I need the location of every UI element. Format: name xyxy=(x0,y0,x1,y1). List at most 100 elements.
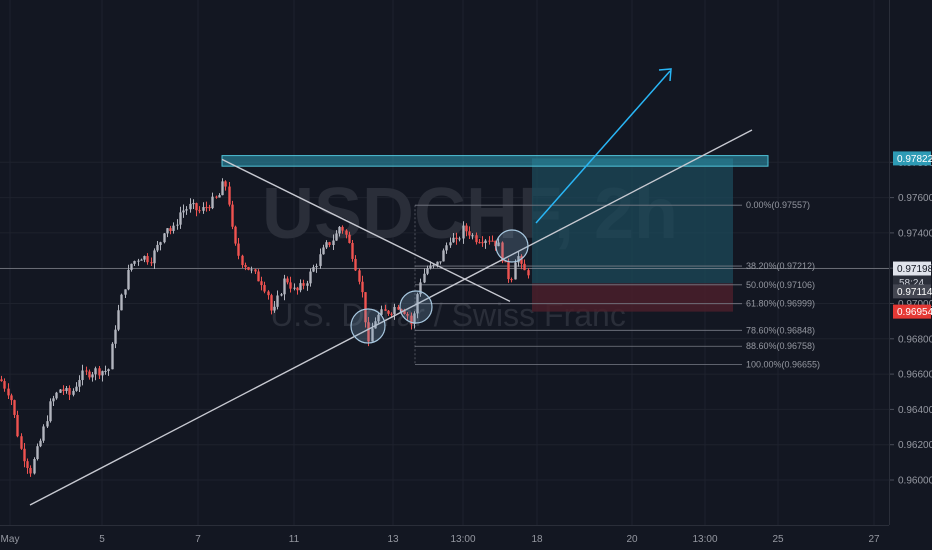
touch-point-circle xyxy=(350,308,386,344)
candle-body xyxy=(364,292,367,323)
candle-body xyxy=(419,282,422,295)
candle-body xyxy=(296,287,299,291)
candle-body xyxy=(491,240,494,242)
candle-body xyxy=(111,343,114,370)
candle-body xyxy=(215,196,218,198)
candle-body xyxy=(387,310,390,314)
candle-body xyxy=(33,459,36,474)
candle-body xyxy=(367,322,370,342)
candle-body xyxy=(322,247,325,255)
fib-level-label: 50.00%(0.97106) xyxy=(746,280,815,290)
candle-body xyxy=(462,225,465,239)
candle-body xyxy=(176,224,179,226)
time-tick-label: 13 xyxy=(387,534,399,545)
candle-body xyxy=(202,207,205,211)
candle-body xyxy=(101,371,104,376)
price-tick-label: 0.96800 xyxy=(898,334,932,345)
target-arrow-line xyxy=(535,70,671,224)
candle-body xyxy=(120,294,123,311)
long-position-stop-zone xyxy=(532,283,733,312)
price-tick-label: 0.97400 xyxy=(898,228,932,239)
candle-body xyxy=(494,240,497,247)
candle-body xyxy=(146,256,149,263)
candle-body xyxy=(39,440,42,447)
fib-level-label: 100.00%(0.96655) xyxy=(746,359,820,369)
candle-body xyxy=(393,307,396,315)
candle-body xyxy=(26,461,29,468)
fib-level-label: 38.20%(0.97212) xyxy=(746,261,815,271)
candle-body xyxy=(280,294,283,296)
candle-body xyxy=(465,225,468,232)
candle-body xyxy=(218,195,221,198)
candle-body xyxy=(445,245,448,251)
candle-body xyxy=(241,255,244,266)
candle-body xyxy=(302,283,305,286)
candle-body xyxy=(166,228,169,234)
candle-body xyxy=(452,237,455,243)
candle-body xyxy=(143,256,146,260)
fib-level-label: 78.60%(0.96848) xyxy=(746,325,815,335)
candle-body xyxy=(377,314,380,322)
candle-body xyxy=(124,289,127,295)
candle-body xyxy=(62,389,65,392)
candle-body xyxy=(319,254,322,266)
target-arrow-head xyxy=(658,68,672,82)
candle-body xyxy=(289,282,292,289)
candle-body xyxy=(91,374,94,378)
time-tick-label: 13:00 xyxy=(692,534,717,545)
candle-body xyxy=(517,256,520,263)
candle-body xyxy=(20,436,23,449)
candle-body xyxy=(328,242,331,246)
candle-body xyxy=(270,295,273,311)
candle-body xyxy=(153,250,156,264)
candle-body xyxy=(309,271,312,284)
candle-body xyxy=(208,207,211,209)
candle-body xyxy=(413,313,416,324)
candle-body xyxy=(410,315,413,324)
candle-body xyxy=(341,226,344,231)
time-tick-label: 7 xyxy=(195,534,201,545)
candle-body xyxy=(455,237,458,239)
descending-trendline xyxy=(221,158,511,303)
ascending-trendline xyxy=(29,129,753,506)
candle-body xyxy=(523,263,526,271)
candle-body xyxy=(140,259,143,261)
candle-body xyxy=(0,379,3,382)
current-price-label: 0.97198 xyxy=(897,264,932,275)
candle-body xyxy=(429,265,432,269)
current-price-label-bg xyxy=(893,261,931,276)
time-tick-label: 27 xyxy=(868,534,880,545)
candle-body xyxy=(263,285,266,292)
candle-body xyxy=(390,313,393,315)
price-tick-label: 0.96600 xyxy=(898,370,932,381)
candle-body xyxy=(224,181,227,187)
fib-level-label: 61.80%(0.96999) xyxy=(746,299,815,309)
candle-body xyxy=(286,278,289,283)
candle-body xyxy=(3,381,6,389)
candle-body xyxy=(68,388,71,395)
candle-body xyxy=(172,225,175,231)
countdown-label: 58:24 xyxy=(899,278,924,289)
candle-body xyxy=(182,210,185,213)
candle-body xyxy=(205,207,208,209)
time-axis[interactable]: May 5 7 11 13 13:00 18 20 13:00 25 27 xyxy=(1,534,880,545)
candle-body xyxy=(198,210,201,212)
candle-body xyxy=(283,278,286,295)
candle-body xyxy=(312,267,315,272)
candle-body xyxy=(315,265,318,268)
candle-body xyxy=(221,181,224,196)
candle-body xyxy=(520,256,523,264)
candle-body xyxy=(244,265,247,268)
candle-body xyxy=(192,203,195,205)
time-tick-label: 5 xyxy=(99,534,105,545)
candle-body xyxy=(237,243,240,256)
resistance-zone xyxy=(221,155,769,167)
candle-body xyxy=(475,235,478,243)
candle-body xyxy=(361,281,364,293)
candle-body xyxy=(254,269,257,272)
price-tick-label: 0.96200 xyxy=(898,440,932,451)
candle-body xyxy=(345,230,348,235)
candle-body xyxy=(49,401,52,422)
